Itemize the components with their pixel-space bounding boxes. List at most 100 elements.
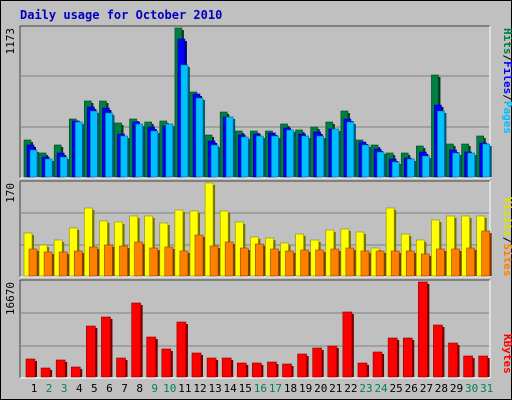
bar-kbytes-day-14 [221,357,234,378]
bar-pages-day-31 [482,143,492,178]
bar-kbytes-day-19 [297,353,309,378]
bar-sites-day-23 [360,250,371,277]
bar-kbytes-day-11-face [176,321,187,378]
x-tick-day-17: 17 [269,382,282,395]
bar-kbytes-day-17-face [267,361,277,378]
bar-kbytes-day-7 [116,357,128,378]
bar-pages-day-27-face [422,155,430,178]
bar-sites-day-19 [300,249,311,277]
bar-kbytes-day-18-face [282,363,292,378]
kbytes-panel-legend: KBytes [501,334,512,374]
bar-kbytes-day-22 [342,311,354,378]
legend-part-separator: / [501,94,512,101]
bar-pages-day-5-face [90,110,98,178]
bar-pages-day-9-face [150,130,159,178]
bar-sites-day-24-face [375,250,385,277]
bar-pages-day-27 [422,155,432,178]
bar-pages-day-21 [331,128,341,178]
bar-pages-day-17 [271,135,281,178]
legend-part-sites: Sites [501,243,512,276]
bar-sites-day-2-face [43,251,53,277]
bar-sites-day-25-face [390,250,400,277]
bar-sites-day-12-face [194,234,204,277]
bar-pages-day-17-face [271,135,279,178]
bar-kbytes-day-27 [418,281,430,378]
bar-sites-day-17-face [270,248,279,277]
panel-frame-kbytes [19,279,491,379]
bar-kbytes-day-13-face [206,357,217,378]
bar-sites-day-15-face [239,247,249,277]
bar-kbytes-day-12-face [191,352,202,378]
bar-pages-day-14 [225,116,236,178]
bar-sites-day-24 [375,250,387,277]
bar-pages-day-20 [316,135,326,178]
bar-visits-day-25 [385,207,397,277]
bar-kbytes-day-3 [55,359,68,378]
bar-kbytes-day-17 [267,361,279,378]
bar-pages-day-18 [286,129,296,178]
bar-kbytes-day-10 [161,348,173,378]
bar-sites-day-26 [405,250,417,277]
bar-pages-day-3 [59,156,70,178]
bar-pages-day-28-face [437,110,445,178]
bar-kbytes-day-9-face [146,336,157,378]
bar-visits-day-30 [461,215,472,277]
bar-pages-day-24-face [376,151,385,178]
bar-pages-day-13-face [210,144,219,178]
bar-kbytes-day-3-face [55,359,66,378]
bar-kbytes-day-7-face [116,357,126,378]
bar-pages-day-9 [150,130,160,178]
bar-pages-day-2 [44,158,55,178]
bar-kbytes-day-29-face [448,342,458,378]
bar-sites-day-4-face [73,250,83,277]
bar-pages-day-1-face [29,149,38,178]
bar-sites-day-22-face [345,247,355,277]
bar-pages-day-11-face [180,64,189,178]
bar-kbytes-day-16 [252,362,264,378]
bar-visits-day-13-face [204,182,214,277]
legend-part-separator: / [501,237,512,244]
bar-kbytes-day-23 [357,362,369,378]
x-tick-day-24: 24 [374,382,388,395]
bar-kbytes-day-25 [387,337,400,378]
bar-sites-day-11 [179,250,190,277]
legend-part-visits: Visits [501,197,512,237]
hits-panel-max-label: 1173 [4,28,17,55]
x-tick-day-23: 23 [359,382,372,395]
bar-sites-day-26-face [405,250,415,277]
bar-sites-day-17 [270,248,281,277]
bar-sites-day-4 [73,250,85,277]
x-tick-day-27: 27 [420,382,433,395]
bar-kbytes-day-26-face [402,337,413,378]
bar-sites-day-28-face [436,248,445,277]
bar-pages-day-18-face [286,129,294,178]
x-tick-day-2: 2 [46,382,53,395]
x-tick-day-28: 28 [435,382,448,395]
bar-kbytes-day-18 [282,363,294,378]
bar-kbytes-day-8 [131,302,143,378]
x-tick-day-7: 7 [121,382,128,395]
bar-kbytes-day-8-face [131,302,141,378]
bar-sites-day-7 [119,245,130,277]
bar-sites-day-9-face [149,247,159,277]
bar-pages-day-30-face [467,152,475,178]
x-tick-day-29: 29 [450,382,463,395]
bar-pages-day-26-face [406,158,415,178]
panel-frame-hits [19,25,491,179]
bar-pages-day-26 [406,158,417,178]
bar-sites-day-27 [421,253,432,277]
bar-kbytes-day-6-face [101,316,111,378]
bar-kbytes-day-9 [146,336,158,378]
bar-pages-day-15 [240,136,251,178]
bar-pages-day-7-face [120,135,128,178]
x-tick-day-31: 31 [480,382,493,395]
bar-sites-day-1 [28,248,39,277]
bar-sites-day-31-face [481,230,491,277]
x-tick-day-21: 21 [329,382,342,395]
x-tick-day-3: 3 [61,382,68,395]
bar-kbytes-day-30 [463,355,475,378]
bar-visits-day-5 [84,207,95,277]
bar-sites-day-16-face [255,243,264,277]
x-axis-day-labels: 1 2 3 4 5 6 7 8 9 10 11 12 13 14 15 16 17 18 19 20 21 22 23 24 2… [31,382,494,395]
